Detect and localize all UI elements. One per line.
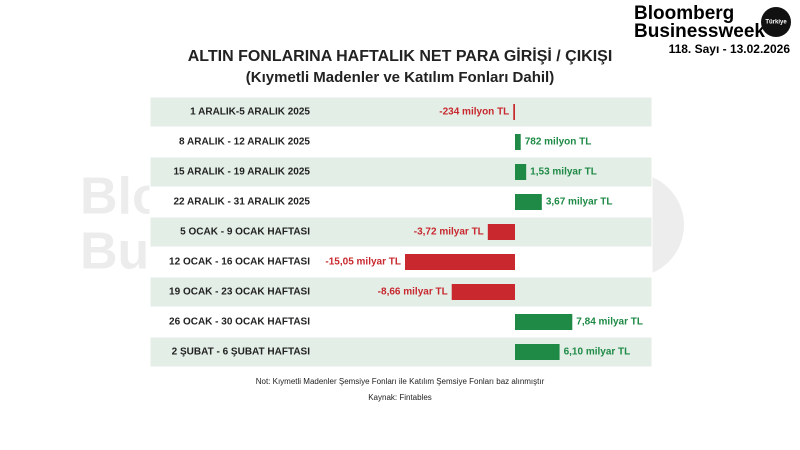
y-tick-label: 26 OCAK - 30 OCAK HAFTASI [169,317,310,328]
value-label: 1,53 milyar TL [530,167,597,178]
value-label: 782 milyon TL [525,137,592,148]
brand: Businessweek [634,21,765,42]
row-background [149,96,653,128]
bar [405,254,515,270]
chart-title: ALTIN FONLARINA HAFTALIK NET PARA GİRİŞİ… [188,47,613,65]
value-label: 7,84 milyar TL [576,317,643,328]
y-tick-label: 15 ARALIK - 19 ARALIK 2025 [173,167,310,178]
badge: Türkiye [765,20,787,26]
badge-circle [761,7,791,37]
row-background [149,216,653,248]
bar [513,104,515,120]
y-tick-label: 12 OCAK - 16 OCAK HAFTASI [169,257,310,268]
row-background [149,156,653,188]
value-label: -234 milyon TL [439,107,509,118]
bar [515,164,527,180]
bar [515,314,573,330]
value-label: -3,72 milyar TL [414,227,484,238]
y-tick-label: 1 ARALIK-5 ARALIK 2025 [190,107,310,118]
y-tick-label: 19 OCAK - 23 OCAK HAFTASI [169,287,310,298]
note: Not: Kıymetli Madenler Şemsiye Fonları i… [256,377,545,386]
bar [515,134,521,150]
y-tick-label: 2 ŞUBAT - 6 ŞUBAT HAFTASI [172,347,311,358]
brand: Bloomberg [634,3,734,24]
chart-subtitle: (Kıymetli Madenler ve Katılım Fonları Da… [246,69,554,86]
row-background [149,186,653,218]
bar [451,284,515,300]
value-label: -8,66 milyar TL [378,287,448,298]
value-label: 6,10 milyar TL [564,347,631,358]
bar [487,224,515,240]
bar [515,344,560,360]
y-tick-label: 22 ARALIK - 31 ARALIK 2025 [173,197,310,208]
row-background [149,246,653,278]
value-label: -15,05 milyar TL [325,257,401,268]
y-tick-label: 8 ARALIK - 12 ARALIK 2025 [179,137,310,148]
y-tick-label: 5 OCAK - 9 OCAK HAFTASI [180,227,310,238]
value-label: 3,67 milyar TL [546,197,613,208]
row-background [149,276,653,308]
bar [515,194,542,210]
row-background [149,126,653,158]
source: Kaynak: Fintables [368,393,432,402]
row-background [149,336,653,368]
issue: 118. Sayı - 13.02.2026 [669,42,791,56]
